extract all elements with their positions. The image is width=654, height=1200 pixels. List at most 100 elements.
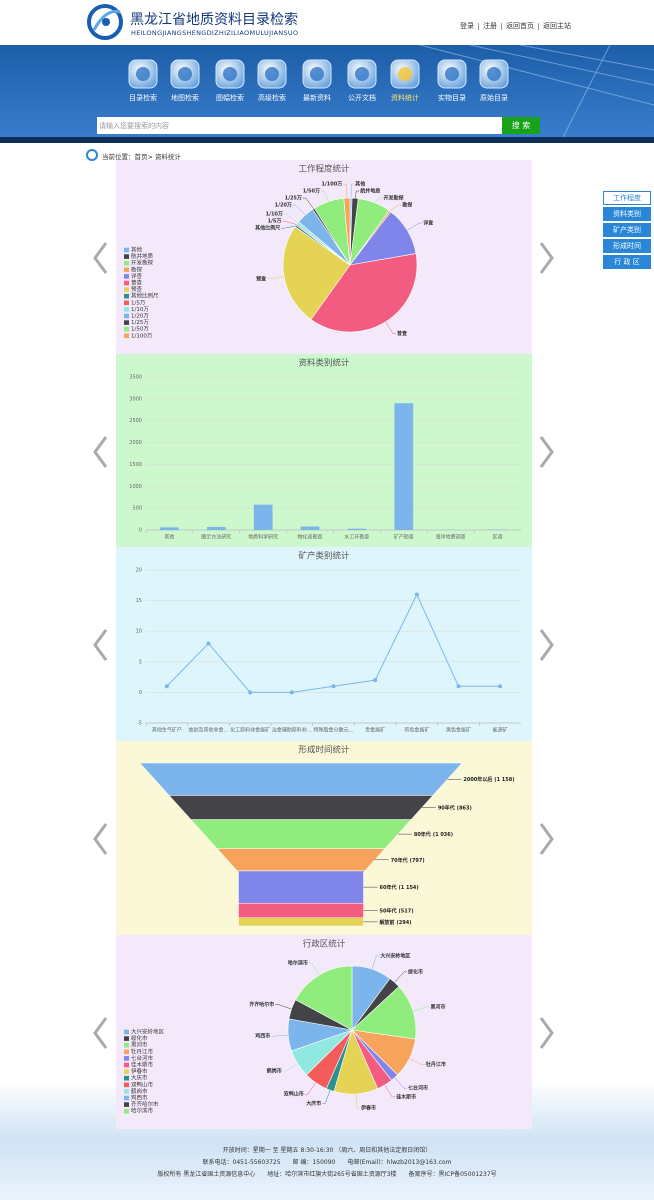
legend-swatch (124, 280, 129, 286)
legend-swatch (124, 1108, 129, 1114)
label-connector (282, 1063, 298, 1072)
arrow-left[interactable] (90, 434, 112, 470)
top-link[interactable]: 返回主站 (543, 22, 571, 30)
chart-panel: 形成时间统计 2000年以后 (1 158) 90年代 (863) 80年代 (1 036)… (116, 741, 532, 935)
data-label: 双鸭山市 (284, 1091, 304, 1098)
side-nav-item[interactable]: 矿产类别 (603, 223, 651, 237)
legend-label: 双鸭山市 (131, 1080, 154, 1088)
label-connector (385, 321, 397, 334)
data-label: 80年代 (1 036) (414, 831, 453, 838)
y-tick-label: 2000 (129, 440, 142, 446)
x-tick-label: 海洋地质调查 (436, 534, 466, 541)
nav-item[interactable]: 资料统计 (390, 59, 420, 102)
nav-label: 原始目录 (480, 93, 508, 102)
search-input[interactable]: 请输入您要搜索的内容 (97, 117, 502, 134)
y-tick-label: 0 (139, 528, 142, 534)
legend-label: 绥化市 (131, 1034, 148, 1042)
arrow-left[interactable] (90, 821, 112, 857)
x-tick-label: 特殊脂金分散元… (313, 727, 353, 734)
x-tick-label: 区调 (493, 534, 503, 541)
top-link[interactable]: 登录 (460, 22, 474, 30)
breadcrumb-icon (86, 149, 98, 161)
category-label: 60年代 (380, 884, 397, 891)
data-label: 普查 (397, 330, 408, 337)
arrow-right[interactable] (535, 1015, 557, 1051)
data-label: 七台河市 (408, 1085, 428, 1092)
arrow-left[interactable] (90, 240, 112, 276)
data-label: 预查 (256, 275, 267, 282)
footer-line: 开放时间：星期一 至 星期五 8:30-16:30 （周六、周日和其他法定假日闭… (222, 1147, 432, 1154)
data-label: 大庆市 (306, 1100, 321, 1107)
nav-item[interactable]: 公开文档 (347, 59, 377, 102)
chart-title: 工作程度统计 (298, 164, 350, 175)
top-link[interactable]: 注册 (483, 22, 497, 30)
search-button[interactable]: 搜 索 (502, 117, 540, 134)
side-nav-item[interactable]: 形成时间 (603, 239, 651, 253)
legend-label: 牡丹江市 (131, 1047, 154, 1055)
top-link[interactable]: 返回首页 (506, 22, 534, 30)
arrow-right[interactable] (535, 627, 557, 663)
nav-item[interactable]: 高级检索 (257, 59, 287, 102)
x-tick-label: 物化遥勘查 (298, 534, 323, 541)
legend-label: 普查 (131, 279, 143, 287)
arrow-shape (93, 823, 108, 855)
data-label: 黑河市 (430, 1003, 445, 1010)
chart-panel: 矿产类别统计 -5 0 5 10 15 20 其他生气矿产 放射及其他非金… 化工原料非金属矿 冶金… (116, 547, 532, 741)
chart-title: 矿产类别统计 (298, 551, 350, 562)
arrow-shape (93, 436, 108, 468)
nav-item[interactable]: 原始目录 (479, 59, 509, 102)
legend-swatch (124, 1069, 129, 1074)
legend-swatch (124, 333, 129, 339)
nav-icon-detail (223, 67, 237, 81)
arrow-right[interactable] (535, 821, 557, 857)
label-connector (354, 190, 360, 199)
pie-slice (295, 965, 353, 1031)
nav-item[interactable]: 图幅检索 (215, 59, 245, 102)
nav-item[interactable]: 目录检索 (128, 59, 158, 102)
value-label: (1 154) (398, 885, 418, 891)
label-connector (394, 971, 408, 983)
side-nav-item[interactable]: 工作程度 (603, 191, 651, 205)
nav-icon-detail (178, 67, 192, 81)
arrow-left[interactable] (90, 1015, 112, 1051)
label-connector (394, 1077, 408, 1089)
y-tick-label: 1000 (129, 484, 142, 490)
nav-item[interactable]: 实物目录 (437, 59, 467, 102)
side-nav-item[interactable]: 资料类别 (603, 207, 651, 221)
data-label: 90年代 (863) (438, 804, 472, 811)
chart-title: 行政区统计 (303, 939, 346, 950)
legend-label: 其他 (131, 246, 143, 254)
legend-swatch (124, 307, 129, 312)
legend-label: 勘探 (131, 265, 143, 273)
legend-label: 七台河市 (131, 1054, 154, 1062)
x-tick-label: 水工环勘查 (344, 534, 369, 541)
point (373, 678, 378, 683)
data-label: 70年代 (797) (391, 856, 425, 863)
side-nav-item[interactable]: 行 政 区 (603, 255, 651, 269)
legend-swatch (124, 320, 129, 325)
label-connector (302, 197, 314, 209)
legend-label: 开发勘探 (131, 259, 154, 267)
legend-swatch (124, 1082, 129, 1088)
x-tick-label: 其他生气矿产 (152, 727, 182, 734)
nav-item[interactable]: 最新资料 (302, 59, 332, 102)
arrow-left[interactable] (90, 627, 112, 663)
bar (347, 528, 367, 530)
x-tick-label: 化工原料非金属矿 (230, 727, 270, 734)
nav-icon-detail (355, 67, 369, 81)
legend-swatch (124, 1056, 129, 1061)
arrow-right[interactable] (535, 434, 557, 470)
legend-label: 哈尔滨市 (131, 1107, 154, 1115)
top-links: 登录 注册 返回首页 返回主站 (460, 21, 571, 31)
category-label: 90年代 (438, 804, 455, 811)
arrow-right[interactable] (535, 240, 557, 276)
x-tick-label: 图示方法研究 (201, 534, 231, 541)
bar (206, 526, 226, 530)
nav-icon-detail (310, 67, 324, 81)
nav-item[interactable]: 地图检索 (170, 59, 200, 102)
breadcrumb: 当前位置：首页> 资料统计 (102, 153, 182, 161)
x-tick-label: 地质科学研究 (248, 534, 278, 541)
legend-swatch (124, 1062, 129, 1068)
funnel-segment (139, 762, 463, 796)
label-connector (374, 197, 383, 203)
